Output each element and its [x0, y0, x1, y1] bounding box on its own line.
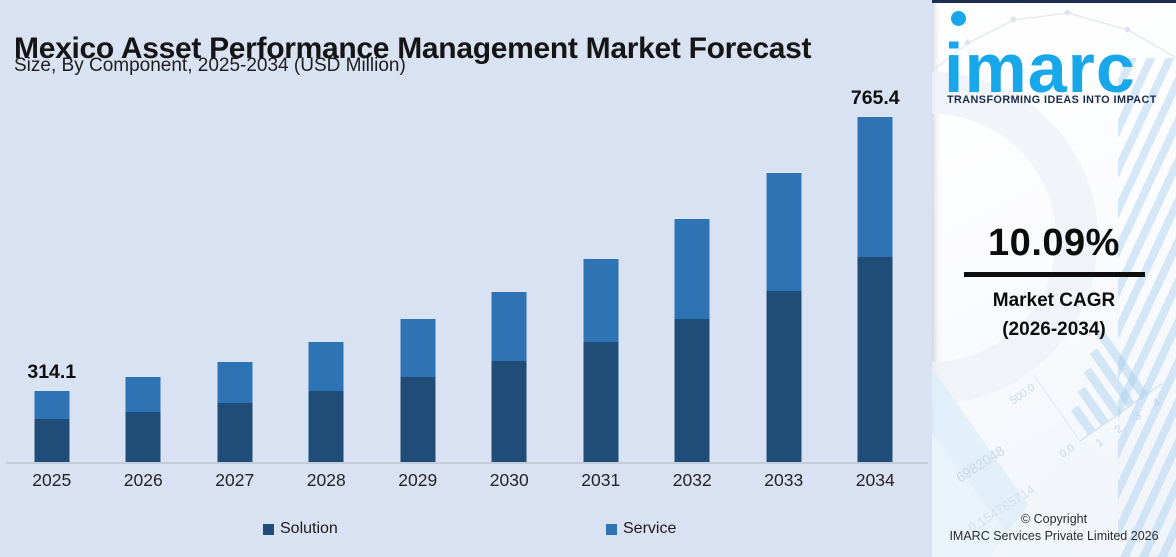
x-axis-label-2027: 2027: [215, 470, 255, 490]
bar-segment-solution: [766, 290, 802, 463]
solution-swatch-icon: [263, 524, 274, 535]
bar-group-2033: 2033: [738, 0, 830, 557]
bar-segment-service: [400, 319, 436, 377]
watermark-number: 6982048: [953, 442, 1008, 485]
stacked-bar-2032: [674, 219, 710, 463]
stacked-bar-2033: [766, 173, 802, 463]
bar-segment-service: [674, 219, 710, 320]
bar-segment-service: [125, 377, 161, 412]
bar-group-2025: 314.1 2025: [6, 0, 98, 557]
x-axis-label-2029: 2029: [398, 470, 438, 490]
service-swatch-icon: [606, 524, 617, 535]
bar-group-2032: 2032: [647, 0, 739, 557]
x-axis-label-2028: 2028: [306, 470, 346, 490]
cagr-period: (2026-2034): [1002, 318, 1106, 340]
copyright: © Copyright IMARC Services Private Limit…: [932, 511, 1176, 544]
stacked-bar-2031: [583, 259, 619, 463]
bar-segment-solution: [34, 419, 70, 463]
bar-segment-service: [308, 342, 344, 391]
bar-segment-solution: [308, 391, 344, 463]
x-axis-label-2034: 2034: [855, 470, 895, 490]
data-label-2025: 314.1: [27, 361, 77, 383]
legend-item-service: Service: [606, 520, 676, 538]
copyright-line1: © Copyright: [1020, 512, 1088, 526]
bar-group-2029: 2029: [372, 0, 464, 557]
imarc-logo-wordmark: imarc: [944, 29, 1136, 107]
cagr-block: 10.09% Market CAGR (2026-2034): [932, 222, 1176, 344]
x-axis-label-2032: 2032: [672, 470, 712, 490]
bar-segment-solution: [217, 402, 253, 463]
bar-segment-solution: [857, 256, 893, 463]
cagr-value: 10.09%: [988, 222, 1120, 264]
page-title: Mexico Asset Performance Management Mark…: [14, 32, 812, 66]
bar-segment-solution: [400, 376, 436, 463]
bar-group-2026: 2026: [98, 0, 190, 557]
data-label-2034: 765.4: [850, 87, 900, 110]
stacked-bar-2027: [217, 362, 253, 463]
bar-group-2027: 2027: [189, 0, 281, 557]
stacked-bar-2030: [491, 291, 527, 463]
decorative-stripes: [1118, 58, 1176, 557]
x-axis-label-2031: 2031: [581, 470, 621, 490]
bar-group-2030: 2030: [464, 0, 556, 557]
cagr-label: Market CAGR: [992, 289, 1116, 311]
bar-segment-solution: [583, 341, 619, 463]
bar-group-2031: 2031: [555, 0, 647, 557]
x-axis-line: [6, 462, 928, 464]
stacked-bar-2029: [400, 319, 436, 463]
chart-section: Mexico Asset Performance Management Mark…: [6, 0, 928, 557]
x-axis-label-2026: 2026: [123, 470, 163, 490]
x-axis-label-2033: 2033: [764, 470, 804, 490]
bar-segment-service: [583, 259, 619, 342]
stacked-bar-2026: [125, 377, 161, 463]
cagr-underline: [963, 272, 1145, 277]
bar-group-2034: 765.4 2034: [830, 0, 922, 557]
stacked-bar-2034: [857, 117, 893, 463]
stacked-bar-2025: [34, 391, 70, 463]
stacked-bar-2028: [308, 342, 344, 463]
legend-label: Service: [623, 520, 677, 537]
plot-area: 314.1 2025 2026 2027 2028 2029 2030 2031 2032 203…: [6, 0, 921, 557]
bar-segment-solution: [491, 361, 527, 463]
x-axis-label-2025: 2025: [32, 470, 72, 490]
bar-segment-solution: [125, 411, 161, 463]
bar-segment-service: [766, 173, 802, 291]
logo-dot-icon: [951, 11, 966, 26]
bar-group-2028: 2028: [281, 0, 373, 557]
bar-segment-service: [491, 291, 527, 361]
page-subtitle: Size, By Component, 2025-2034 (USD Milli…: [14, 55, 406, 76]
watermark-ymax: 500.0: [1008, 382, 1037, 408]
copyright-line2: IMARC Services Private Limited 2026: [949, 528, 1159, 543]
legend-label: Solution: [280, 520, 338, 537]
bar-segment-service: [34, 391, 70, 420]
watermark-ymin: 0.0: [1057, 442, 1076, 461]
x-axis-label-2030: 2030: [489, 470, 529, 490]
logo-tagline: TRANSFORMING IDEAS INTO IMPACT: [947, 94, 1157, 106]
brand-panel: 500.0 0.0 1 2 3 4 6982048 0.154785714 im…: [932, 0, 1176, 557]
legend-item-solution: Solution: [263, 520, 338, 538]
bar-segment-solution: [674, 319, 710, 463]
bar-segment-service: [857, 117, 893, 257]
bar-segment-service: [217, 362, 253, 403]
